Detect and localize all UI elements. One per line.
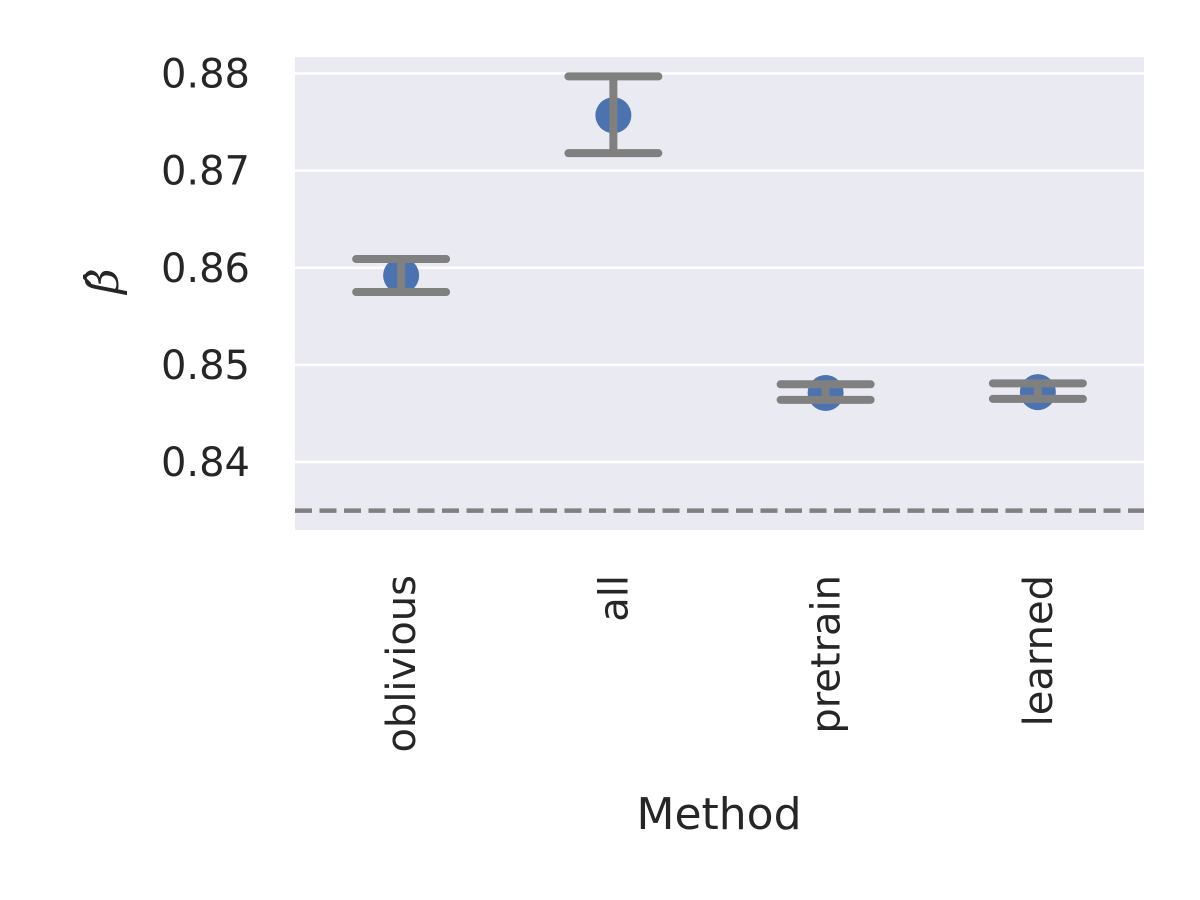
data-marks <box>352 72 1087 412</box>
x-tick-label: oblivious <box>379 575 425 753</box>
y-tick-label: 0.87 <box>161 149 250 195</box>
x-tick-label: pretrain <box>804 575 850 734</box>
x-tick-label: all <box>591 575 637 622</box>
y-tick-label: 0.88 <box>161 52 250 98</box>
y-tick-label: 0.86 <box>161 246 250 292</box>
x-tick-label: learned <box>1016 575 1062 726</box>
y-tick-label: 0.85 <box>161 343 250 389</box>
x-axis-label: Method <box>636 789 801 840</box>
y-tick-labels: 0.84 0.85 0.86 0.87 0.88 <box>161 52 250 487</box>
y-axis-label: β̂ <box>78 268 129 295</box>
y-tick-label: 0.84 <box>161 440 250 486</box>
x-tick-labels: oblivious all pretrain learned <box>379 575 1062 753</box>
grid <box>295 72 1144 464</box>
